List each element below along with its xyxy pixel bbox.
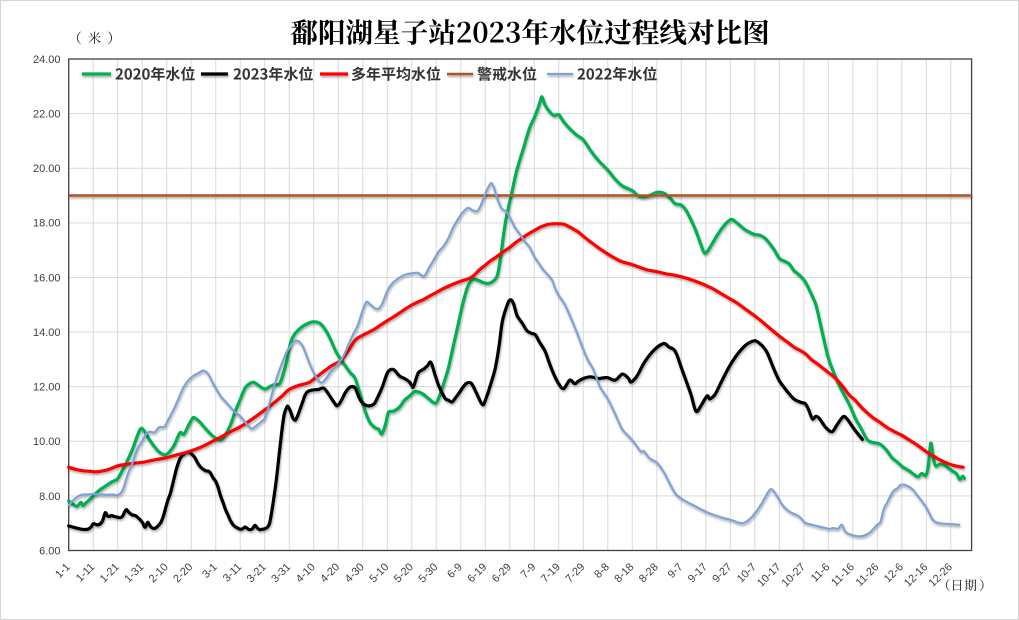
svg-text:8.00: 8.00	[39, 491, 60, 503]
svg-text:16.00: 16.00	[33, 272, 61, 284]
svg-text:10.00: 10.00	[33, 436, 61, 448]
svg-text:22.00: 22.00	[33, 109, 61, 121]
svg-text:12.00: 12.00	[33, 382, 61, 394]
svg-text:20.00: 20.00	[33, 163, 61, 175]
svg-text:6.00: 6.00	[39, 545, 60, 557]
svg-text:18.00: 18.00	[33, 218, 61, 230]
svg-text:14.00: 14.00	[33, 327, 61, 339]
svg-text:24.00: 24.00	[33, 54, 61, 66]
